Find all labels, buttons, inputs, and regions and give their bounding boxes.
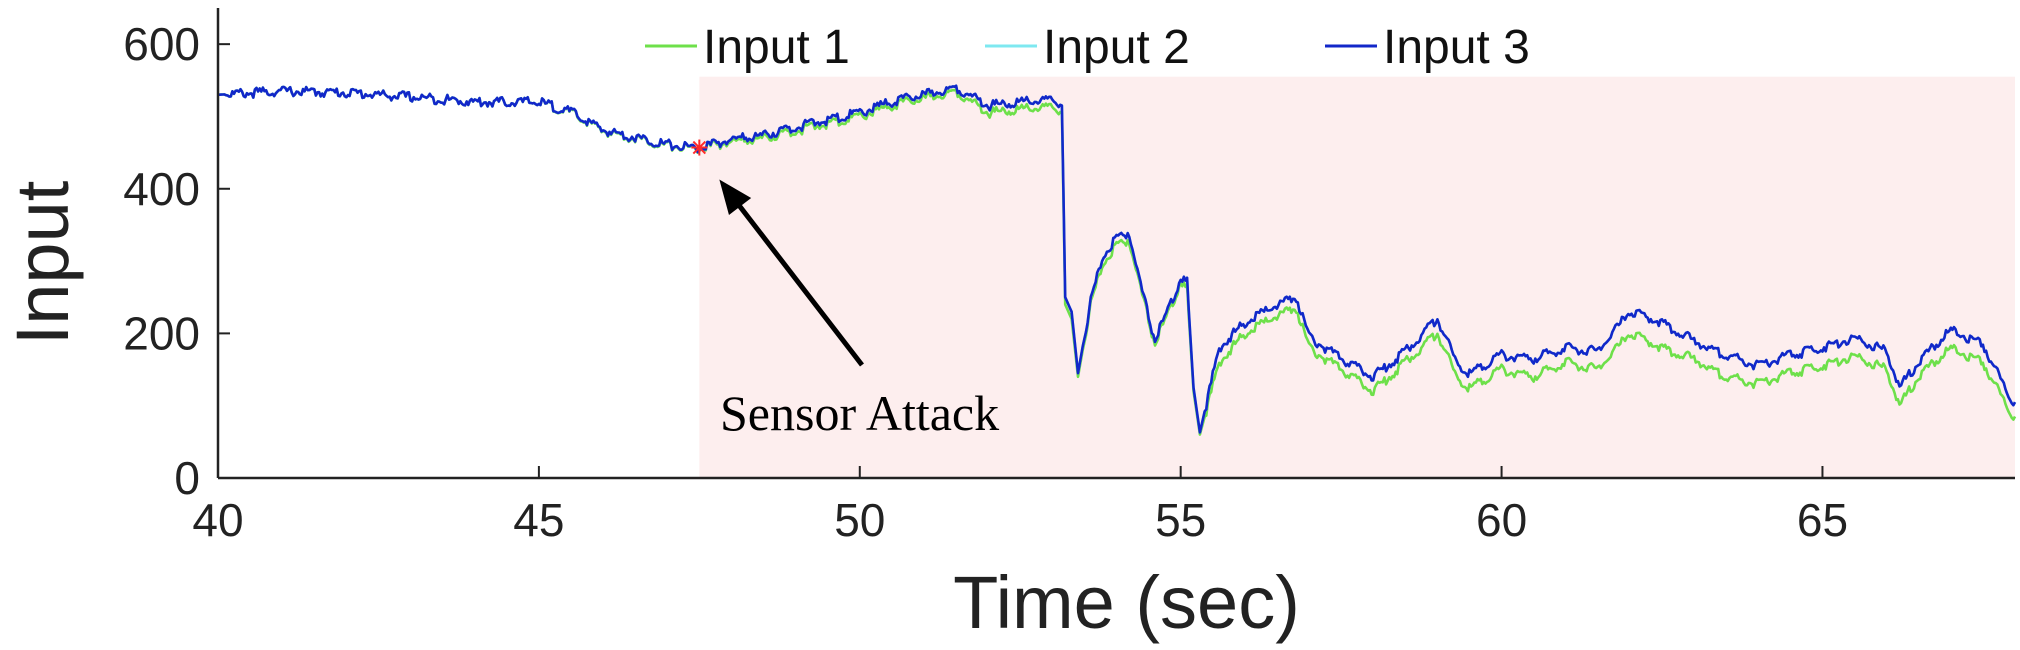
- sensor-attack-annotation: Sensor Attack: [720, 385, 999, 441]
- y-ticks: 0 200 400 600: [123, 18, 230, 504]
- legend-label: Input 2: [1043, 21, 1190, 74]
- x-ticks: 40 45 50 55 60 65: [192, 466, 1848, 546]
- x-axis-title: Time (sec): [953, 561, 1300, 644]
- legend: Input 1 Input 2 Input 3: [645, 21, 1530, 74]
- attack-region: [699, 76, 2015, 478]
- legend-label: Input 1: [703, 21, 850, 74]
- x-tick-label: 65: [1797, 494, 1848, 546]
- x-tick-label: 50: [834, 494, 885, 546]
- y-tick-label: 200: [123, 307, 200, 359]
- x-tick-label: 55: [1155, 494, 1206, 546]
- y-tick-label: 400: [123, 163, 200, 215]
- arrow-head-icon: [719, 179, 752, 216]
- legend-item: Input 2: [985, 21, 1190, 74]
- axes: 40 45 50 55 60 65 0 200 400 600: [123, 8, 2015, 546]
- x-tick-label: 60: [1476, 494, 1527, 546]
- x-tick-label: 40: [192, 494, 243, 546]
- attack-marker-icon: [691, 139, 708, 156]
- y-tick-label: 0: [174, 452, 200, 504]
- legend-label: Input 3: [1383, 21, 1530, 74]
- legend-item: Input 3: [1325, 21, 1530, 74]
- annotation-arrow: [723, 186, 864, 367]
- y-tick-label: 600: [123, 18, 200, 70]
- x-tick-label: 45: [513, 494, 564, 546]
- annotation: Sensor Attack: [719, 179, 999, 441]
- y-axis-title: Input: [1, 180, 84, 345]
- legend-item: Input 1: [645, 21, 850, 74]
- series-line-3: [217, 84, 2017, 434]
- plot-area: [217, 76, 2017, 478]
